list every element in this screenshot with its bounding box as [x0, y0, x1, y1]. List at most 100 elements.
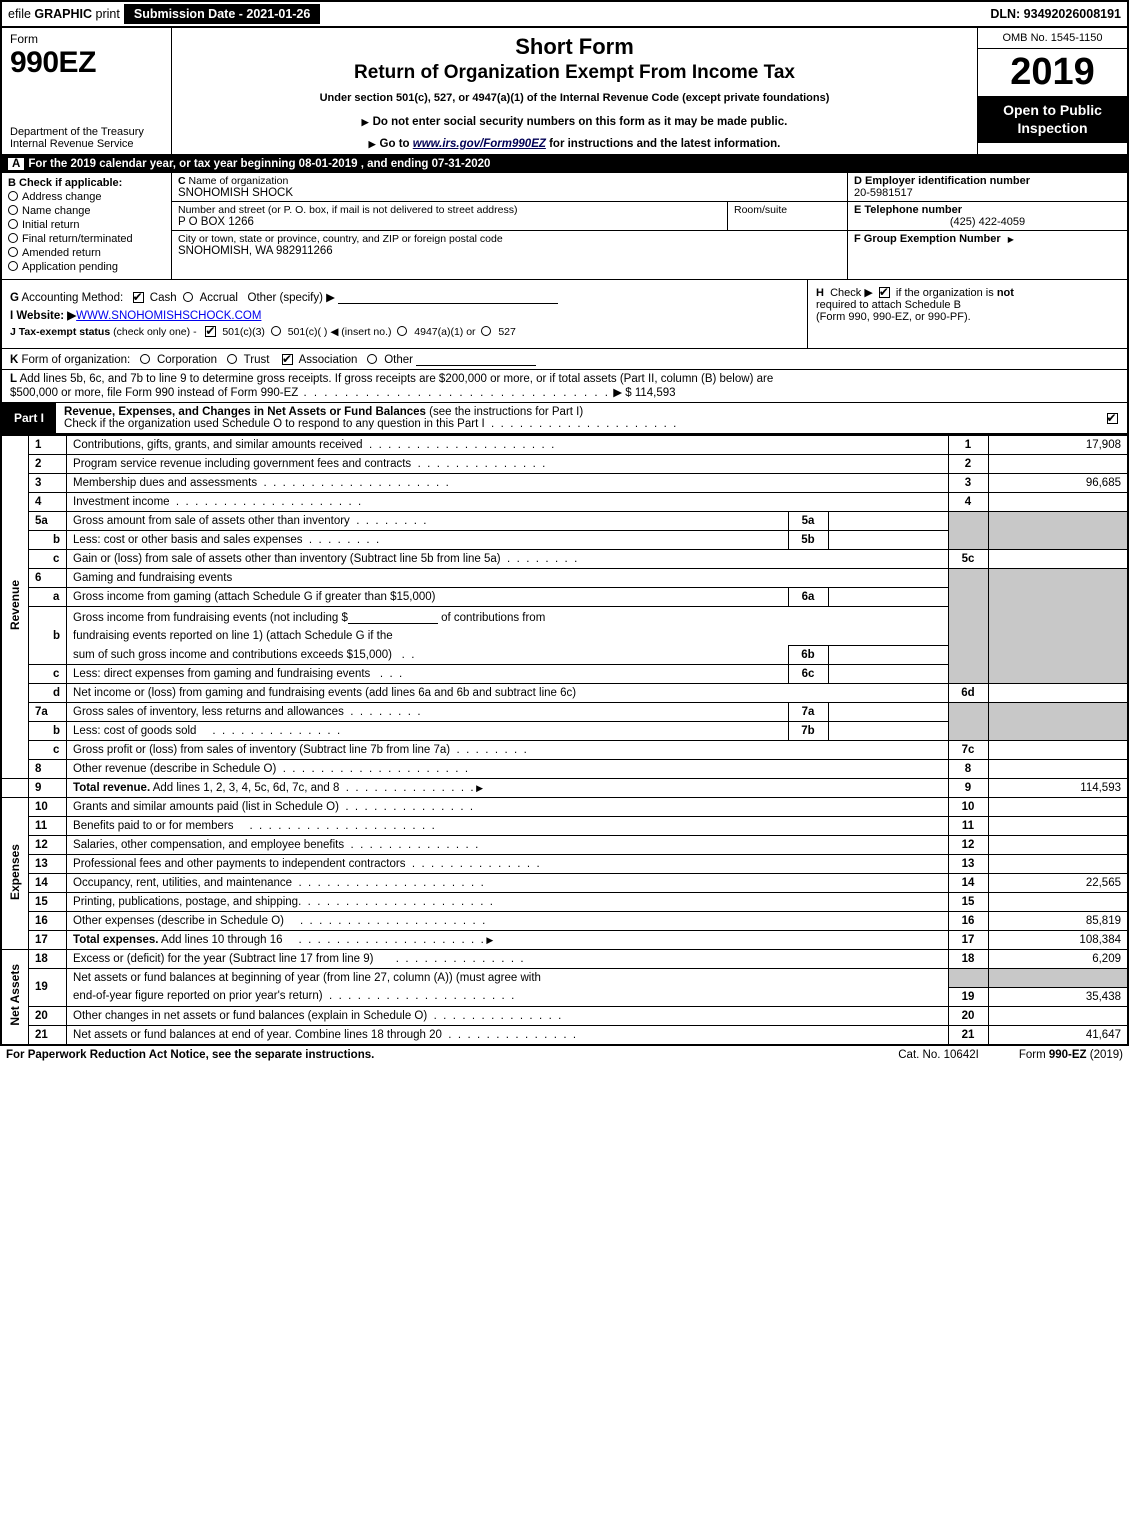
line-6b-blank: [348, 610, 438, 624]
line-7a-ic: 7a: [788, 703, 828, 722]
checkbox-amended-return[interactable]: [8, 247, 18, 257]
line-3-col: 3: [948, 474, 988, 493]
line-19-col: 19: [948, 987, 988, 1006]
opt-corporation: Corporation: [157, 354, 217, 366]
line-21-dots: [442, 1029, 576, 1041]
line-1-col: 1: [948, 436, 988, 455]
line-7b-dots: [206, 725, 340, 737]
line-6d-no: d: [29, 684, 67, 703]
line-5ab-val-shade: [988, 512, 1128, 550]
line-6a-iv: [828, 588, 948, 607]
line-5b-text: Less: cost or other basis and sales expe…: [73, 534, 303, 546]
line-4-text: Investment income: [73, 496, 170, 508]
line-3-dots: [257, 477, 449, 489]
tax-year: 2019: [978, 49, 1127, 96]
checkbox-application-pending[interactable]: [8, 261, 18, 271]
opt-501c: 501(c)( ): [288, 326, 328, 338]
line-5c-col: 5c: [948, 550, 988, 569]
line-1-val: 17,908: [988, 436, 1128, 455]
instructions-link[interactable]: www.irs.gov/Form990EZ: [413, 138, 546, 150]
phone-value: (425) 422-4059: [854, 216, 1121, 228]
line-2-desc: Program service revenue including govern…: [67, 455, 948, 474]
line-20-dots: [427, 1010, 561, 1022]
line-7c-text: Gross profit or (loss) from sales of inv…: [73, 744, 450, 756]
row-K: K Form of organization: Corporation Trus…: [0, 349, 1129, 370]
group-exemption-arrow-icon: [1004, 233, 1014, 245]
line-6b-no: b: [29, 607, 67, 665]
line-7a-iv: [828, 703, 948, 722]
line-5b-ic: 5b: [788, 531, 828, 550]
checkbox-name-change[interactable]: [8, 205, 18, 215]
line-20-val: [988, 1006, 1128, 1025]
checkbox-cash[interactable]: [133, 292, 144, 303]
line-20-no: 20: [29, 1006, 67, 1025]
link-pre: Go to: [380, 138, 413, 150]
org-name: SNOHOMISH SHOCK: [178, 187, 841, 199]
ein-label: D Employer identification number: [854, 175, 1121, 187]
line-12-dots: [344, 839, 478, 851]
efile-graphic: GRAPHIC: [34, 7, 92, 21]
line-19-desc2: end-of-year figure reported on prior yea…: [67, 987, 948, 1006]
footer-cat-no: Cat. No. 10642I: [898, 1049, 979, 1061]
line-11-desc: Benefits paid to or for members: [67, 817, 948, 836]
line-6b-t1: Gross income from fundraising events (no…: [73, 612, 348, 624]
line-17-col: 17: [948, 931, 988, 950]
opt-initial-return: Initial return: [22, 219, 79, 231]
checkbox-association[interactable]: [282, 354, 293, 365]
row-I: I Website: ▶WWW.SNOHOMISHSCHOCK.COM: [10, 308, 799, 322]
part1-dots: [485, 418, 677, 430]
line-7b-no: b: [29, 722, 67, 741]
checkbox-trust[interactable]: [227, 354, 237, 364]
line-5c-val: [988, 550, 1128, 569]
checkbox-501c3[interactable]: [205, 326, 216, 337]
line-5c-text: Gain or (loss) from sale of assets other…: [73, 553, 501, 565]
line-7a-text: Gross sales of inventory, less returns a…: [73, 706, 344, 718]
line-5a-ic: 5a: [788, 512, 828, 531]
part1-tag: Part I: [2, 403, 56, 433]
checkbox-501c[interactable]: [271, 326, 281, 336]
line-6c-desc: Less: direct expenses from gaming and fu…: [67, 665, 788, 684]
part1-title: Revenue, Expenses, and Changes in Net As…: [56, 403, 1097, 433]
checkbox-final-return[interactable]: [8, 233, 18, 243]
line-6c-text: Less: direct expenses from gaming and fu…: [73, 668, 370, 680]
dln: DLN: 93492026008191: [990, 7, 1121, 21]
line-6c-no: c: [29, 665, 67, 684]
checkbox-initial-return[interactable]: [8, 219, 18, 229]
line-8-no: 8: [29, 760, 67, 779]
checkbox-schedule-o-used[interactable]: [1107, 413, 1118, 424]
H-line2: required to attach Schedule B: [816, 299, 961, 311]
line-16-desc: Other expenses (describe in Schedule O): [67, 912, 948, 931]
line-9-dots: [339, 782, 473, 794]
checkbox-other-org[interactable]: [367, 354, 377, 364]
checkbox-527[interactable]: [481, 326, 491, 336]
line-18-desc: Excess or (deficit) for the year (Subtra…: [67, 950, 948, 969]
checkbox-corporation[interactable]: [140, 354, 150, 364]
line-18-col: 18: [948, 950, 988, 969]
website-link[interactable]: WWW.SNOHOMISHSCHOCK.COM: [76, 310, 261, 322]
line-5a-no: 5a: [29, 512, 67, 531]
line-4-no: 4: [29, 493, 67, 512]
opt-trust: Trust: [244, 354, 270, 366]
line-6c-iv: [828, 665, 948, 684]
entity-block: B Check if applicable: Address change Na…: [0, 173, 1129, 280]
section-revenue-pad: [1, 779, 29, 798]
line-19-dots: [323, 990, 515, 1002]
checkbox-accrual[interactable]: [183, 292, 193, 302]
period-text: For the 2019 calendar year, or tax year …: [28, 158, 490, 170]
part1-header: Part I Revenue, Expenses, and Changes in…: [0, 402, 1129, 435]
checkbox-4947[interactable]: [397, 326, 407, 336]
revenue-text: Revenue: [8, 572, 22, 638]
line-10-dots: [339, 801, 473, 813]
checkbox-schedule-b[interactable]: [879, 287, 890, 298]
line-9-text-b: Total revenue.: [73, 782, 150, 794]
efile-label: efile GRAPHIC print: [8, 7, 120, 21]
line-14-desc: Occupancy, rent, utilities, and maintena…: [67, 874, 948, 893]
footer-right-b: 990-EZ: [1049, 1049, 1087, 1061]
line-14-dots: [292, 877, 484, 889]
title-short-form: Short Form: [182, 34, 967, 60]
line-5a-dots: [350, 515, 427, 527]
line-2-no: 2: [29, 455, 67, 474]
checkbox-address-change[interactable]: [8, 191, 18, 201]
opt-501c-note: ◀ (insert no.): [330, 326, 391, 338]
footer-right: Form 990-EZ (2019): [1019, 1049, 1123, 1061]
